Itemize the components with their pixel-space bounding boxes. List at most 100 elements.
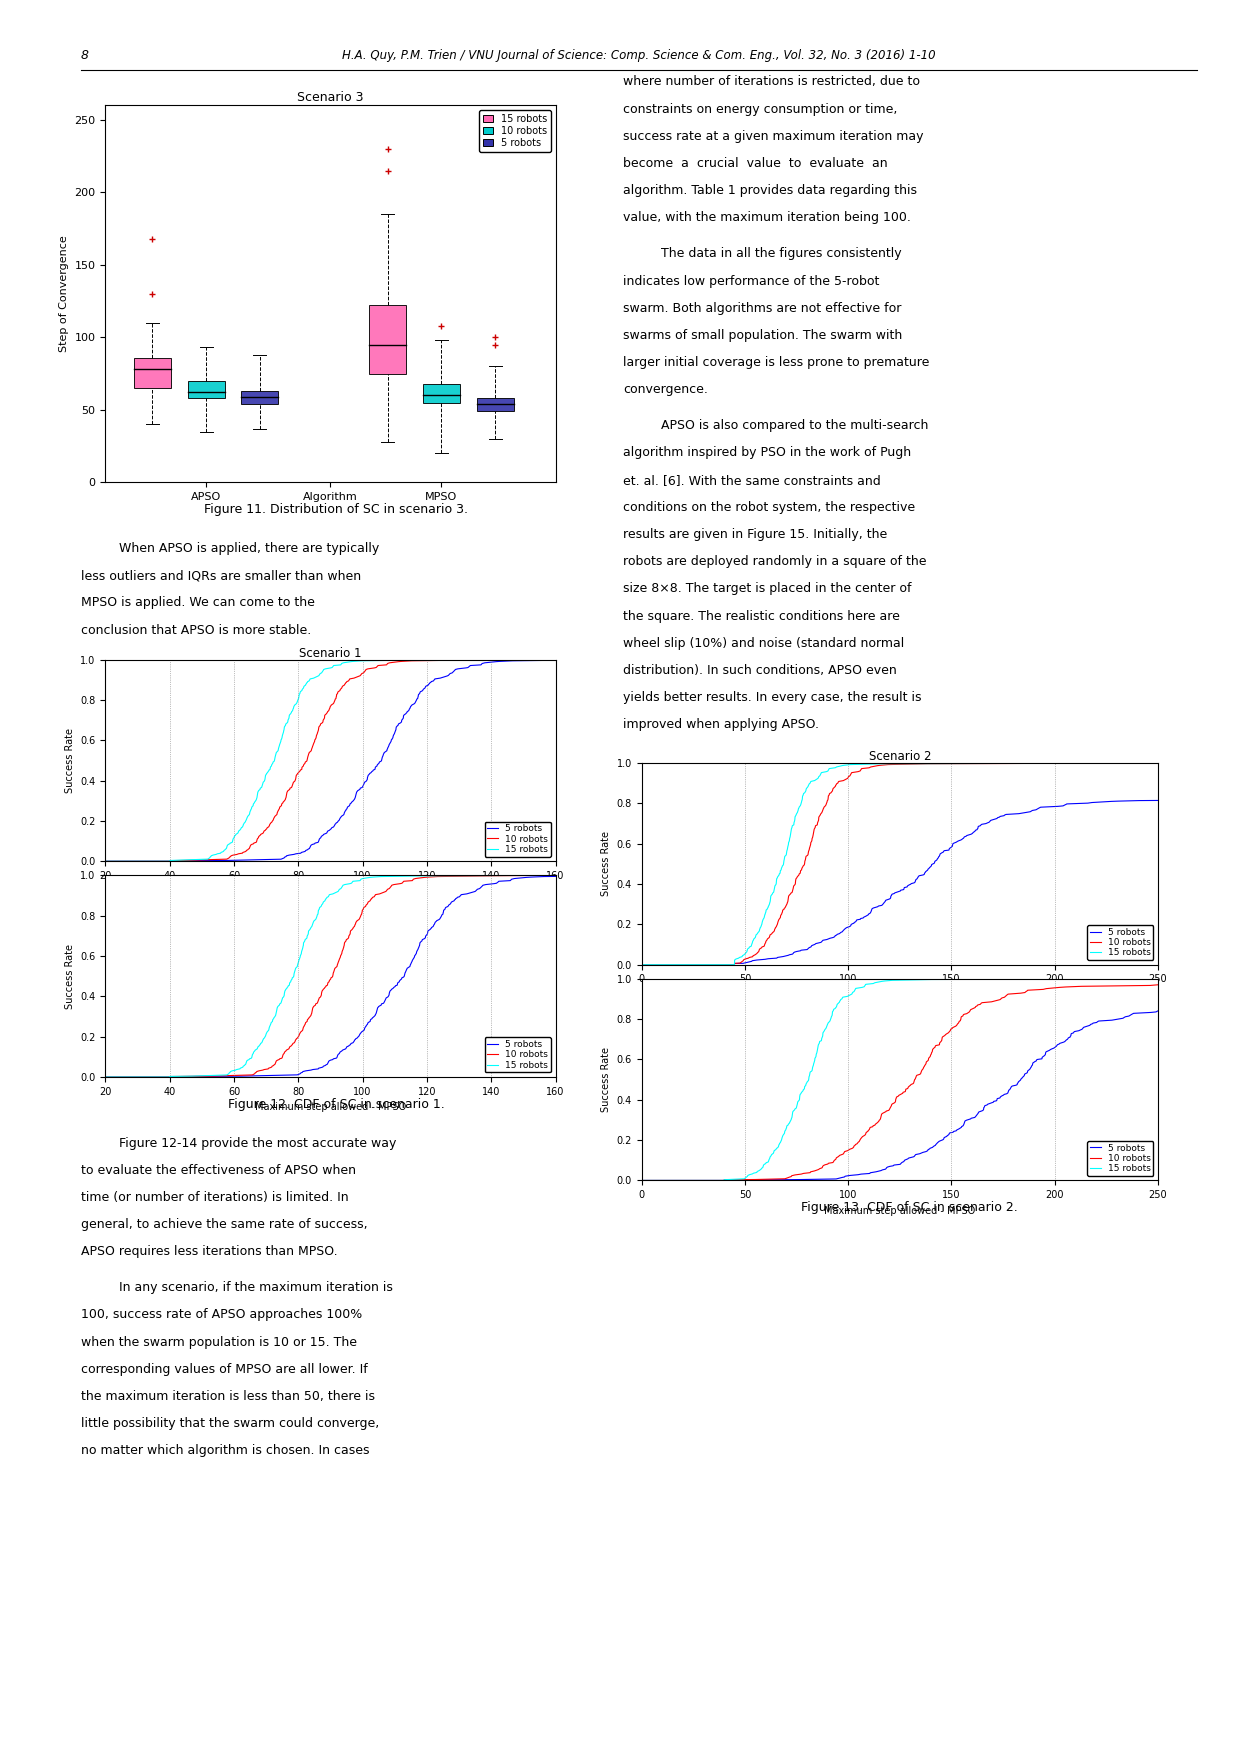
- 5 robots: [1151, 1000, 1166, 1021]
- 15 robots: [305, 668, 320, 689]
- 15 robots: [885, 970, 900, 991]
- 15 robots: [872, 972, 887, 993]
- 10 robots: [534, 649, 549, 670]
- Title: Scenario 2: Scenario 2: [868, 751, 931, 763]
- Title: Scenario 3: Scenario 3: [298, 91, 363, 103]
- 5 robots: [1040, 796, 1055, 817]
- 10 robots: [98, 1066, 113, 1087]
- 15 robots: [634, 954, 650, 975]
- Legend: 5 robots, 10 robots, 15 robots: 5 robots, 10 robots, 15 robots: [1087, 1140, 1153, 1175]
- Line: 15 robots: 15 robots: [105, 660, 556, 861]
- Text: the square. The realistic conditions here are: the square. The realistic conditions her…: [622, 609, 900, 623]
- 15 robots: [1151, 968, 1166, 989]
- 5 robots: [872, 895, 887, 916]
- Bar: [370, 305, 405, 374]
- 15 robots: [1040, 968, 1055, 989]
- Text: constraints on energy consumption or time,: constraints on energy consumption or tim…: [622, 102, 898, 116]
- 10 robots: [1136, 975, 1151, 996]
- 10 robots: [1135, 975, 1149, 996]
- 5 robots: [305, 1059, 320, 1080]
- Text: general, to achieve the same rate of success,: general, to achieve the same rate of suc…: [81, 1217, 367, 1231]
- Text: distribution). In such conditions, APSO even: distribution). In such conditions, APSO …: [622, 663, 897, 677]
- Text: larger initial coverage is less prone to premature: larger initial coverage is less prone to…: [622, 356, 930, 368]
- 5 robots: [661, 1170, 676, 1191]
- 10 robots: [534, 865, 549, 886]
- Text: to evaluate the effectiveness of APSO when: to evaluate the effectiveness of APSO wh…: [81, 1165, 356, 1177]
- 10 robots: [1136, 752, 1151, 774]
- Text: The data in all the figures consistently: The data in all the figures consistently: [645, 247, 901, 260]
- 15 robots: [534, 865, 549, 886]
- Text: et. al. [6]. With the same constraints and: et. al. [6]. With the same constraints a…: [622, 474, 880, 486]
- Text: results are given in Figure 15. Initially, the: results are given in Figure 15. Initiall…: [622, 528, 888, 540]
- 10 robots: [548, 649, 563, 670]
- Line: 5 robots: 5 robots: [105, 660, 556, 861]
- Text: less outliers and IQRs are smaller than when: less outliers and IQRs are smaller than …: [81, 568, 361, 582]
- Text: 100, success rate of APSO approaches 100%: 100, success rate of APSO approaches 100…: [81, 1308, 362, 1321]
- 15 robots: [453, 865, 467, 886]
- Y-axis label: Step of Convergence: Step of Convergence: [60, 235, 69, 353]
- 10 robots: [1151, 752, 1166, 774]
- X-axis label: Maximum step allowed - MPSO: Maximum step allowed - MPSO: [825, 1205, 976, 1216]
- 15 robots: [661, 954, 676, 975]
- Line: 15 robots: 15 robots: [642, 979, 1158, 1180]
- 5 robots: [317, 1056, 332, 1077]
- 5 robots: [1135, 1002, 1149, 1023]
- 5 robots: [534, 651, 549, 672]
- Text: convergence.: convergence.: [622, 382, 708, 396]
- 5 robots: [305, 833, 320, 854]
- Text: indicates low performance of the 5-robot: indicates low performance of the 5-robot: [622, 274, 879, 288]
- 5 robots: [634, 1170, 650, 1191]
- Text: corresponding values of MPSO are all lower. If: corresponding values of MPSO are all low…: [81, 1363, 367, 1375]
- Line: 10 robots: 10 robots: [642, 763, 1158, 965]
- Text: algorithm. Table 1 provides data regarding this: algorithm. Table 1 provides data regardi…: [622, 184, 918, 196]
- 10 robots: [634, 1170, 650, 1191]
- Text: 8: 8: [81, 49, 88, 61]
- Line: 15 robots: 15 robots: [642, 763, 1158, 965]
- 5 robots: [885, 884, 900, 905]
- Text: wheel slip (10%) and noise (standard normal: wheel slip (10%) and noise (standard nor…: [622, 637, 904, 649]
- Legend: 5 robots, 10 robots, 15 robots: 5 robots, 10 robots, 15 robots: [485, 821, 551, 856]
- Line: 15 robots: 15 robots: [105, 875, 556, 1077]
- 10 robots: [661, 954, 676, 975]
- Text: Figure 12-14 provide the most accurate way: Figure 12-14 provide the most accurate w…: [103, 1137, 397, 1149]
- 15 robots: [548, 649, 563, 670]
- Line: 10 robots: 10 robots: [642, 984, 1158, 1180]
- 10 robots: [305, 1000, 320, 1021]
- Text: where number of iterations is restricted, due to: where number of iterations is restricted…: [622, 75, 920, 88]
- 15 robots: [1135, 752, 1149, 774]
- Text: APSO is also compared to the multi-search: APSO is also compared to the multi-searc…: [645, 419, 929, 431]
- 5 robots: [661, 954, 676, 975]
- 10 robots: [305, 737, 320, 758]
- Legend: 5 robots, 10 robots, 15 robots: 5 robots, 10 robots, 15 robots: [485, 1037, 551, 1072]
- 15 robots: [1040, 752, 1055, 774]
- Text: yields better results. In every case, the result is: yields better results. In every case, th…: [622, 691, 921, 703]
- Y-axis label: Success Rate: Success Rate: [64, 728, 74, 793]
- 10 robots: [98, 851, 113, 872]
- 10 robots: [317, 979, 332, 1000]
- Line: 10 robots: 10 robots: [105, 875, 556, 1077]
- 5 robots: [1151, 789, 1166, 810]
- 10 robots: [634, 954, 650, 975]
- 10 robots: [872, 1110, 887, 1131]
- 5 robots: [453, 658, 467, 679]
- Text: time (or number of iterations) is limited. In: time (or number of iterations) is limite…: [81, 1191, 348, 1203]
- 15 robots: [122, 851, 136, 872]
- 15 robots: [122, 1066, 136, 1087]
- 5 robots: [98, 1066, 113, 1087]
- 5 robots: [453, 886, 467, 907]
- 10 robots: [453, 866, 467, 888]
- 5 robots: [885, 1156, 900, 1177]
- 15 robots: [1135, 968, 1149, 989]
- Text: the maximum iteration is less than 50, there is: the maximum iteration is less than 50, t…: [81, 1389, 374, 1403]
- Text: When APSO is applied, there are typically: When APSO is applied, there are typicall…: [103, 542, 379, 554]
- 10 robots: [548, 865, 563, 886]
- Bar: [134, 358, 171, 388]
- 10 robots: [122, 1066, 136, 1087]
- 15 robots: [1151, 752, 1166, 774]
- Text: size 8×8. The target is placed in the center of: size 8×8. The target is placed in the ce…: [622, 582, 911, 595]
- 15 robots: [1136, 968, 1151, 989]
- Text: swarms of small population. The swarm with: swarms of small population. The swarm wi…: [622, 328, 903, 342]
- 5 robots: [98, 851, 113, 872]
- Bar: [476, 398, 513, 410]
- Text: In any scenario, if the maximum iteration is: In any scenario, if the maximum iteratio…: [103, 1280, 393, 1294]
